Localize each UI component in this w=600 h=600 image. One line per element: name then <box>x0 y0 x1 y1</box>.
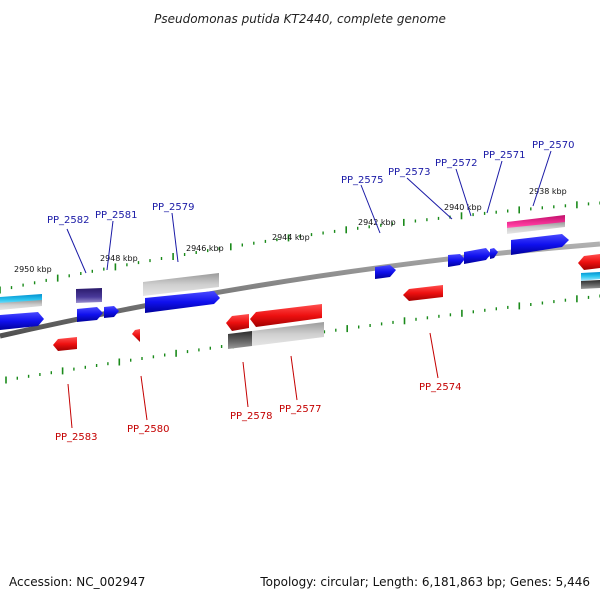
gene-feature[interactable] <box>228 331 252 349</box>
position-ticks-top <box>0 201 600 294</box>
forward-genes <box>0 215 600 330</box>
label-leaders <box>66 150 552 429</box>
gene-label-pp-2581[interactable]: PP_2581 <box>95 210 138 221</box>
gene-label-pp-2583[interactable]: PP_2583 <box>55 432 98 443</box>
gene-feature[interactable] <box>76 288 102 303</box>
kbp-label-2938: 2938 kbp <box>529 187 567 196</box>
gene-label-pp-2582[interactable]: PP_2582 <box>47 215 90 226</box>
gene-feature[interactable] <box>53 337 77 351</box>
gene-feature[interactable] <box>403 285 443 301</box>
gene-feature[interactable] <box>132 329 140 342</box>
gene-feature[interactable] <box>581 280 600 289</box>
gene-label-pp-2572[interactable]: PP_2572 <box>435 158 478 169</box>
gene-label-pp-2580[interactable]: PP_2580 <box>127 424 170 435</box>
kbp-label-2944: 2944 kbp <box>272 233 310 242</box>
gene-label-pp-2570[interactable]: PP_2570 <box>532 140 575 151</box>
gene-feature[interactable] <box>0 312 44 330</box>
gene-feature[interactable] <box>250 304 322 327</box>
gene-feature[interactable] <box>104 306 119 318</box>
kbp-label-2940: 2940 kbp <box>444 203 482 212</box>
gene-feature[interactable] <box>490 248 498 259</box>
gene-feature[interactable] <box>375 265 396 279</box>
gene-feature[interactable] <box>226 314 249 331</box>
kbp-label-2942: 2942 kbp <box>358 218 396 227</box>
kbp-label-2948: 2948 kbp <box>100 254 138 263</box>
gene-feature[interactable] <box>143 273 219 296</box>
gene-feature[interactable] <box>464 248 491 264</box>
gene-feature[interactable] <box>507 222 565 234</box>
gene-label-pp-2578[interactable]: PP_2578 <box>230 411 273 422</box>
gene-feature[interactable] <box>0 300 42 310</box>
gene-feature[interactable] <box>448 254 465 267</box>
kbp-label-2950: 2950 kbp <box>14 265 52 274</box>
gene-feature[interactable] <box>578 254 600 270</box>
gene-feature[interactable] <box>581 272 600 281</box>
gene-label-pp-2577[interactable]: PP_2577 <box>279 404 322 415</box>
kbp-label-2946: 2946 kbp <box>186 244 224 253</box>
accession-text: Accession: NC_002947 <box>9 575 145 589</box>
gene-label-pp-2573[interactable]: PP_2573 <box>388 167 431 178</box>
gene-label-pp-2571[interactable]: PP_2571 <box>483 150 526 161</box>
gene-feature[interactable] <box>145 291 220 313</box>
map-title: Pseudomonas putida KT2440, complete geno… <box>154 12 446 26</box>
gene-feature[interactable] <box>252 322 324 346</box>
genome-summary-text: Topology: circular; Length: 6,181,863 bp… <box>259 575 590 589</box>
gene-label-pp-2574[interactable]: PP_2574 <box>419 382 462 393</box>
gene-feature[interactable] <box>77 307 103 322</box>
gene-label-pp-2579[interactable]: PP_2579 <box>152 202 195 213</box>
reverse-genes <box>53 254 600 351</box>
gene-feature[interactable] <box>511 234 569 255</box>
gene-label-pp-2575[interactable]: PP_2575 <box>341 175 384 186</box>
